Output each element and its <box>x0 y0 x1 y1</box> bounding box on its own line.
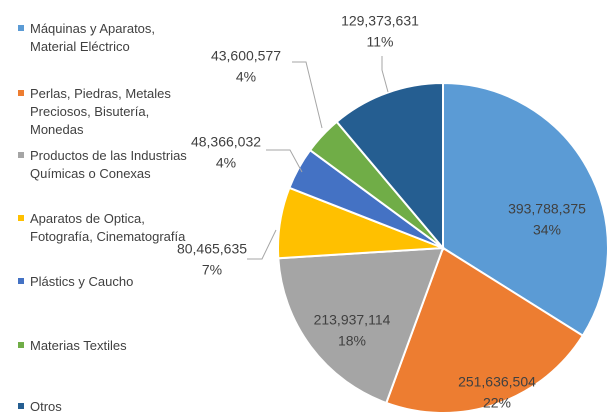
percent-label: 18% <box>338 333 366 349</box>
legend-entry: Aparatos de Optica, Fotografía, Cinemato… <box>18 210 190 246</box>
legend-swatch <box>18 25 24 31</box>
leader-line <box>292 61 323 129</box>
legend-swatch <box>18 278 24 284</box>
data-label: 251,636,504 <box>458 374 536 390</box>
legend-swatch <box>18 403 24 409</box>
pie-slice <box>442 81 609 338</box>
pie-slice <box>335 81 444 251</box>
data-label: 393,788,375 <box>508 201 586 217</box>
percent-label: 4% <box>216 155 236 171</box>
pie-slice <box>385 246 585 414</box>
percent-label: 7% <box>202 262 222 278</box>
legend-text: Productos de las Industrias Químicas o C… <box>30 148 187 181</box>
percent-label: 11% <box>367 34 394 50</box>
legend-swatch <box>18 215 24 221</box>
legend-entry: Perlas, Piedras, Metales Preciosos, Bisu… <box>18 85 190 139</box>
legend-entry: Otros <box>18 398 190 414</box>
leader-line <box>266 149 303 173</box>
legend-entry: Plástics y Caucho <box>18 273 190 291</box>
data-label: 48,366,032 <box>191 134 261 150</box>
data-label: 80,465,635 <box>177 241 247 257</box>
data-label: 129,373,631 <box>341 13 419 29</box>
legend-text: Aparatos de Optica, Fotografía, Cinemato… <box>30 211 186 244</box>
legend-entry: Materias Textiles <box>18 337 190 355</box>
data-label: 213,937,114 <box>314 312 391 328</box>
percent-label: 34% <box>533 222 561 238</box>
percent-label: 22% <box>483 395 511 411</box>
legend-swatch <box>18 152 24 158</box>
leader-line <box>381 56 389 93</box>
pie-slice <box>277 246 445 405</box>
percent-label: 4% <box>236 69 256 85</box>
data-label: 43,600,577 <box>211 48 281 64</box>
legend-swatch <box>18 342 24 348</box>
legend-text: Máquinas y Aparatos, Material Eléctrico <box>30 21 156 54</box>
legend-text: Plástics y Caucho <box>30 274 134 289</box>
legend-text: Perlas, Piedras, Metales Preciosos, Bisu… <box>30 86 171 137</box>
legend-entry: Productos de las Industrias Químicas o C… <box>18 147 190 183</box>
legend-text: Materias Textiles <box>30 338 127 353</box>
legend-entry: Máquinas y Aparatos, Material Eléctrico <box>18 20 190 56</box>
legend-swatch <box>18 90 24 96</box>
legend-text: Otros <box>30 399 62 414</box>
leader-line <box>247 229 277 260</box>
